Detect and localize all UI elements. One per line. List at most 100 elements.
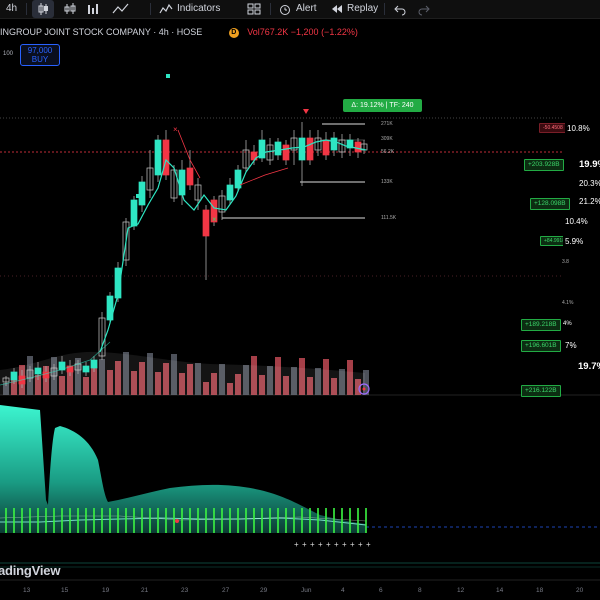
volume-bar [291,367,297,395]
area-chart-icon [88,4,98,14]
indicators-button[interactable]: Indicators [158,0,220,18]
replay-target-icon[interactable] [358,383,370,395]
volume-bar [83,377,89,395]
grid-icon [247,3,261,15]
volume-bar [123,352,129,395]
candle-body [90,359,98,369]
level-lines[interactable] [222,123,365,219]
candle-body [194,184,202,201]
volume-bar [75,358,81,395]
plus-markers: + + + + + + + + + + [294,540,371,549]
volume-bar [283,376,289,395]
time-axis-label: 15 [61,587,69,594]
volume-bar [259,375,265,395]
moving-average-line [99,139,367,353]
interval-button[interactable]: 4h [6,3,18,14]
alert-label: Alert [296,3,317,14]
volume-bar [227,383,233,395]
volume-bar [91,368,97,395]
price-candles[interactable] [2,122,368,388]
volume-bar [19,365,25,395]
undo-button[interactable] [392,0,406,18]
indicators-label: Indicators [177,3,221,14]
toolbar-divider [26,3,27,15]
level-label: 56.2K [381,149,395,155]
grid-lines [0,117,600,581]
time-axis-label: 19 [102,587,110,594]
line-chart-button[interactable] [110,0,132,18]
layout-grid-button[interactable] [246,0,262,18]
volume-bar [299,358,305,395]
candle-body [2,377,10,383]
time-axis-label: 27 [222,587,230,594]
volume-bar [275,357,281,395]
candle-body [130,199,138,227]
plus-marker: + [318,540,323,549]
plus-marker: + [334,540,339,549]
measure-tooltip[interactable]: Δ: 19.12% | TF: 240 [343,99,422,112]
candle-body [282,144,290,161]
sell-triangle-marker [303,109,309,114]
bar-chart-type-button[interactable] [60,0,80,18]
candle-body [82,365,90,373]
volume-bar [251,356,257,395]
indicators-icon [159,3,173,14]
tradingview-logo-text: adingView [0,563,61,578]
candle-body [162,139,170,176]
signal-line [0,341,111,386]
dividend-badge[interactable]: D [228,27,239,38]
volume-bar [139,362,145,395]
alert-button[interactable]: Alert [278,0,322,18]
candle-body [346,139,354,149]
time-axis-label: Jun [301,587,312,594]
candle-body [154,139,162,176]
volume-bar [35,375,41,395]
candle-body [42,371,50,379]
buy-order-button[interactable]: 97,000 BUY [20,44,60,66]
price-axis-tag: -50.4508 [539,123,567,133]
volume-bar [59,376,65,395]
candle-body [234,169,242,189]
percent-label: 10.4% [563,216,590,227]
replay-button[interactable]: Replay [330,0,378,18]
toolbar-divider [270,3,271,15]
volume-bar [27,356,33,395]
candle-body [178,169,186,196]
candle-body [338,139,346,153]
volume-bar [323,359,329,395]
candle-body [314,137,322,151]
volume-bar [179,373,185,395]
plus-marker: + [302,540,307,549]
candle-body [202,209,210,237]
volume-bar [363,370,369,395]
time-axis-label: 12 [457,587,465,594]
candles-chart-type-button[interactable] [32,0,54,18]
red-trend-line [177,129,201,179]
candle-body [226,184,234,201]
percent-label: 4% [561,319,574,330]
plus-marker: + [310,540,315,549]
area-chart-button[interactable] [84,0,106,18]
volume-bar [67,367,73,395]
small-value: 4.1% [562,300,574,306]
volume-bar [99,359,105,395]
volume-bar [163,363,169,395]
volume-bar [155,372,161,395]
candle-body [106,295,114,321]
red-trend-line [239,167,289,186]
plus-marker: + [342,540,347,549]
oscillator-line [0,517,367,526]
signal-marker [136,194,140,198]
time-axis-label: 14 [496,587,504,594]
volume-ma-area [0,351,365,395]
redo-icon [418,5,430,16]
candle-body [360,143,368,151]
symbol-title[interactable]: INGROUP JOINT STOCK COMPANY · 4h · HOSE [0,27,203,37]
plus-marker: + [294,540,299,549]
redo-button[interactable] [418,0,432,18]
candle-body [66,365,74,373]
buy-cross-marker: × [212,215,217,224]
candle-body [10,371,18,381]
oscillator-area [0,405,366,533]
